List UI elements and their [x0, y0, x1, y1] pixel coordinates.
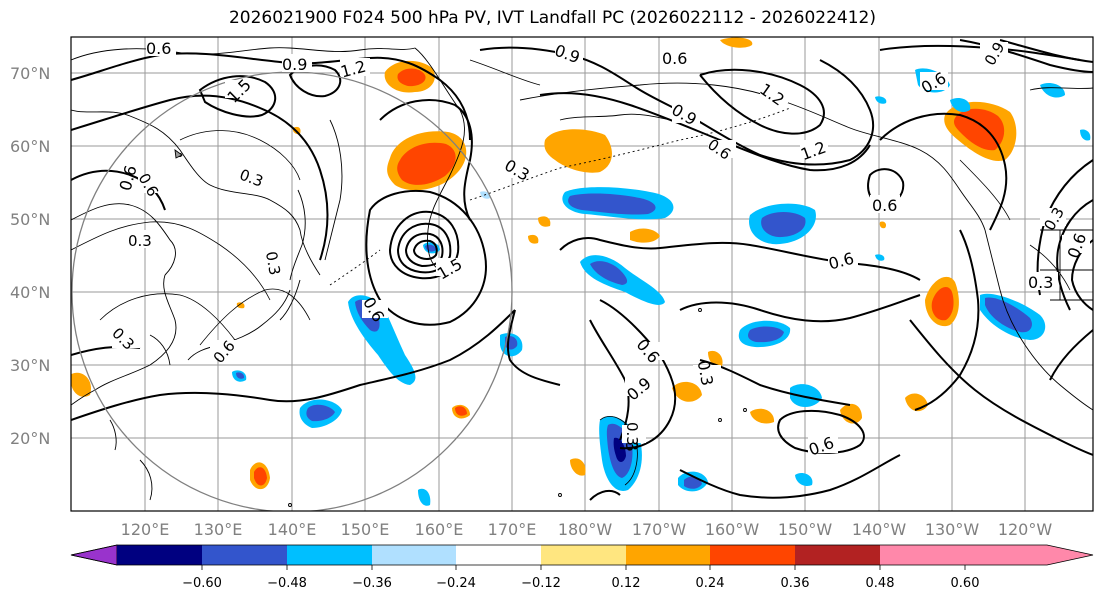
contour-label: 0.3 — [1028, 273, 1053, 292]
colorbar-extend-max — [965, 545, 1093, 565]
lat-label: 60°N — [10, 137, 50, 156]
map-background — [71, 37, 1093, 511]
colorbar-segment — [456, 545, 541, 565]
contour-label: 0.9 — [282, 55, 307, 74]
colorbar-segment — [202, 545, 287, 565]
colorbar-extend-min — [70, 544, 118, 566]
coastlines — [71, 47, 1093, 507]
lon-label: 120°W — [998, 520, 1053, 539]
contour-label: 0.3 — [623, 422, 641, 446]
ivt-positive-anomalies — [71, 37, 1017, 490]
colorbar-segment — [710, 545, 795, 565]
lon-label: 180°W — [558, 520, 613, 539]
lon-label: 170°W — [632, 520, 687, 539]
colorbar-tick-label: 0.48 — [866, 576, 895, 591]
lat-label: 20°N — [10, 429, 50, 448]
lon-label: 150°W — [778, 520, 833, 539]
colorbar-tick-label: −0.24 — [436, 576, 476, 591]
lat-label: 50°N — [10, 210, 50, 229]
contour-label: 0.6 — [872, 196, 897, 215]
lon-label: 160°W — [705, 520, 760, 539]
colorbar-tick-label: 0.36 — [781, 576, 810, 591]
colorbar-tick-label: 0.60 — [951, 576, 980, 591]
lon-label: 170°E — [488, 520, 537, 539]
colorbar-segment — [117, 545, 202, 565]
latitude-labels: 70°N 60°N 50°N 40°N 30°N 20°N — [10, 64, 50, 448]
colorbar-segment — [541, 545, 626, 565]
thick-contours — [71, 39, 1093, 501]
colorbar-segment — [372, 545, 456, 565]
colorbar-tick-label: −0.36 — [352, 576, 392, 591]
contour-label: 0.3 — [262, 250, 284, 277]
lon-label: 150°E — [341, 520, 390, 539]
colorbar-tick-label: −0.48 — [267, 576, 307, 591]
map-frame — [70, 36, 1094, 512]
lon-label: 130°E — [194, 520, 243, 539]
lon-label: 140°W — [852, 520, 907, 539]
lon-label: 160°E — [415, 520, 464, 539]
contour-label: 0.3 — [128, 232, 152, 250]
map-title: 2026021900 F024 500 hPa PV, IVT Landfall… — [228, 8, 876, 28]
colorbar-segment — [626, 545, 710, 565]
colorbar-tick-label: −0.60 — [182, 576, 222, 591]
thin-contours — [71, 130, 1071, 486]
colorbar-tick-label: −0.12 — [521, 576, 561, 591]
lat-label: 30°N — [10, 356, 50, 375]
contour-label: 0.3 — [694, 359, 717, 387]
longitude-labels: 120°E 130°E 140°E 150°E 160°E 170°E 180°… — [121, 520, 1053, 539]
graticule — [71, 37, 1093, 511]
colorbar-tick-label: 0.12 — [612, 576, 641, 591]
lon-label: 140°E — [268, 520, 317, 539]
thick-contour-labels: 0.6 0.9 1.2 1.5 0.6 0.9 1.2 1.5 0.6 0.3 … — [116, 38, 1090, 459]
colorbar-tick-label: 0.24 — [696, 576, 725, 591]
colorbar-segment — [287, 545, 372, 565]
contour-label: 0.6 — [146, 39, 171, 58]
colorbar-segment — [795, 545, 880, 565]
colorbar: −0.60 −0.48 −0.36 −0.24 −0.12 0.12 0.24 … — [70, 544, 1094, 591]
colorbar-segment — [880, 545, 965, 565]
contour-label: 0.6 — [662, 49, 687, 68]
lat-label: 40°N — [10, 283, 50, 302]
lon-label: 120°E — [121, 520, 170, 539]
lat-label: 70°N — [10, 64, 50, 83]
lon-label: 130°W — [925, 520, 980, 539]
